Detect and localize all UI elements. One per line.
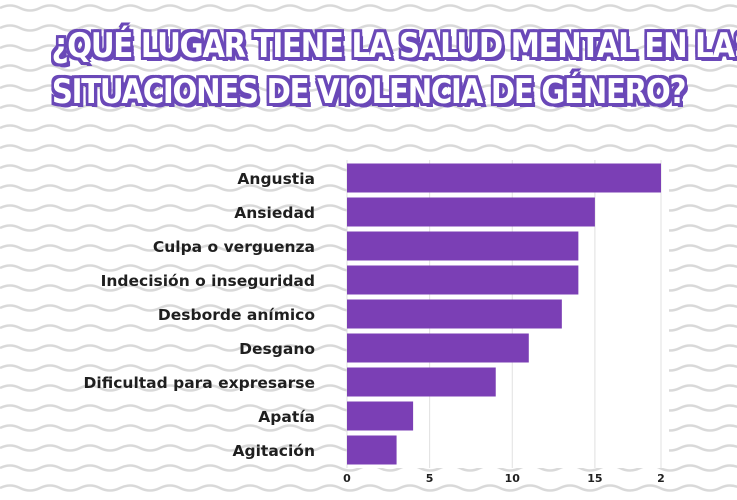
- background-wave: [0, 84, 737, 92]
- x-tick-label: 15: [587, 472, 602, 485]
- bar: [347, 299, 562, 329]
- background-wave: [0, 484, 737, 492]
- x-tick-label: 5: [426, 472, 434, 485]
- category-label: Desborde anímico: [158, 306, 315, 324]
- chart-title-line-1: ¿QUÉ LUGAR TIENE LA SALUD MENTAL EN LAS: [51, 26, 737, 66]
- background-wave: [0, 144, 737, 152]
- bar-layer: [347, 163, 661, 465]
- bar: [347, 265, 579, 295]
- category-label: Apatía: [258, 408, 315, 426]
- bar: [347, 367, 496, 397]
- bar: [347, 401, 414, 431]
- x-axis-ticks: 0 5 10 15 2: [343, 472, 665, 485]
- category-label: Ansiedad: [234, 204, 315, 222]
- category-label: Agitación: [233, 442, 315, 460]
- category-label: Angustia: [237, 170, 315, 188]
- background-wave: [0, 24, 737, 32]
- bar: [347, 231, 579, 261]
- background-wave: [0, 104, 737, 112]
- background-wave: [0, 124, 737, 132]
- category-label: Desgano: [239, 340, 315, 358]
- bar: [347, 197, 595, 227]
- category-label: Dificultad para expresarse: [84, 374, 315, 392]
- bar: [347, 435, 397, 465]
- chart-title-line-2: SITUACIONES DE VIOLENCIA DE GÉNERO?: [51, 72, 687, 112]
- category-label: Indecisión o inseguridad: [101, 272, 315, 290]
- category-label: Culpa o verguenza: [153, 238, 315, 256]
- category-labels: Angustia Ansiedad Culpa o verguenza Indecis…: [84, 170, 315, 460]
- x-tick-label: 2: [657, 472, 665, 485]
- bar: [347, 163, 661, 193]
- x-tick-label: 0: [343, 472, 351, 485]
- x-tick-label: 10: [505, 472, 521, 485]
- bar: [347, 333, 529, 363]
- background-wave: [0, 64, 737, 72]
- background-wave: [0, 44, 737, 52]
- background-wave: [0, 4, 737, 12]
